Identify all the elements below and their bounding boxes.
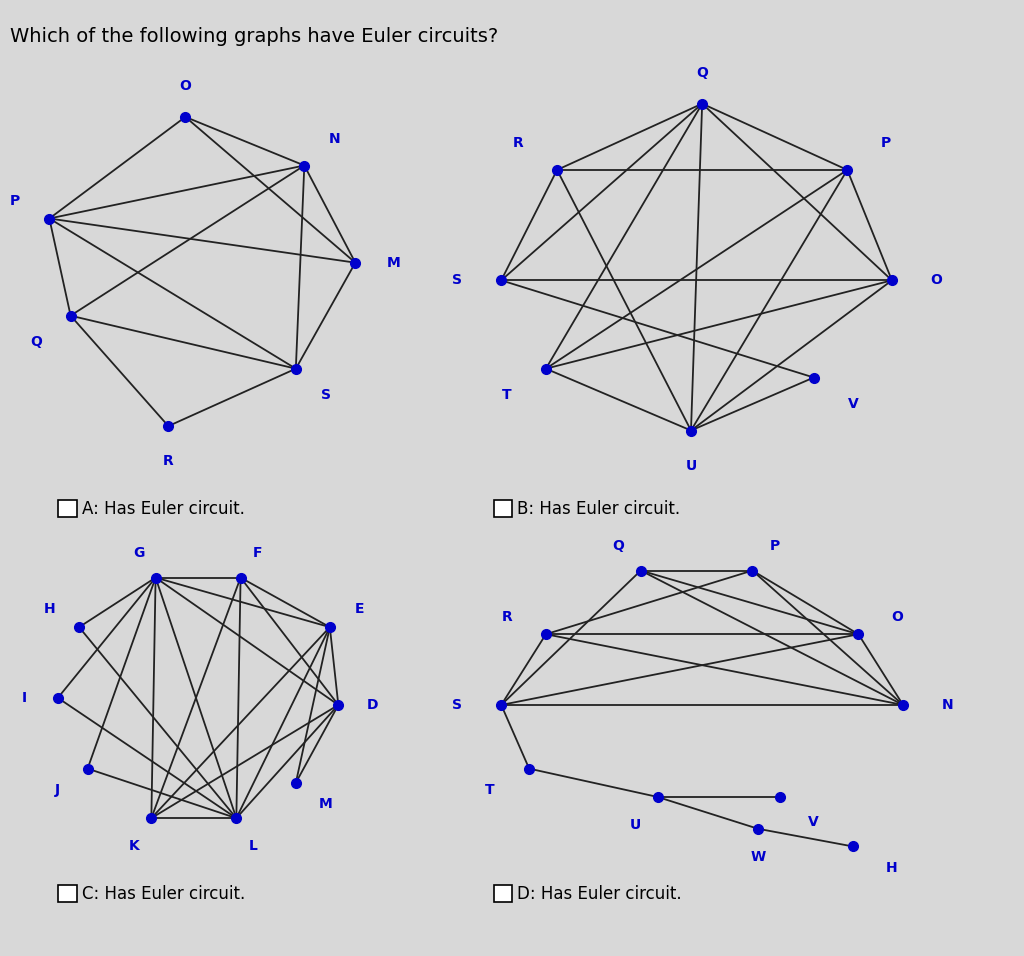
Text: T: T [502, 388, 512, 402]
Text: O: O [931, 273, 942, 288]
Text: W: W [751, 850, 766, 864]
Text: S: S [321, 388, 331, 402]
Text: P: P [10, 194, 20, 207]
Text: E: E [355, 602, 365, 617]
Text: I: I [22, 691, 27, 705]
Text: V: V [808, 815, 819, 829]
Text: U: U [630, 818, 641, 833]
Text: M: M [318, 797, 333, 811]
Text: C: Has Euler circuit.: C: Has Euler circuit. [82, 885, 245, 902]
Text: O: O [892, 610, 903, 623]
Text: R: R [513, 137, 523, 150]
Text: U: U [685, 459, 696, 473]
Text: N: N [329, 132, 340, 146]
Text: N: N [942, 698, 953, 712]
Text: S: S [452, 273, 462, 288]
Text: Q: Q [31, 336, 43, 349]
Text: Which of the following graphs have Euler circuits?: Which of the following graphs have Euler… [10, 27, 499, 46]
Text: T: T [485, 783, 495, 797]
Text: Q: Q [612, 539, 625, 553]
Text: J: J [55, 783, 60, 797]
Text: M: M [387, 255, 400, 270]
Text: H: H [886, 860, 898, 875]
Text: D: Has Euler circuit.: D: Has Euler circuit. [517, 885, 682, 902]
Text: B: Has Euler circuit.: B: Has Euler circuit. [517, 500, 680, 517]
Text: R: R [163, 454, 174, 468]
Text: D: D [367, 698, 378, 712]
Text: P: P [770, 539, 780, 553]
Text: R: R [502, 610, 512, 623]
Text: F: F [253, 546, 262, 560]
Text: V: V [848, 397, 858, 411]
Text: G: G [133, 546, 144, 560]
Text: K: K [129, 839, 139, 854]
Text: L: L [249, 839, 258, 854]
Text: Q: Q [696, 66, 708, 79]
Text: P: P [882, 137, 892, 150]
Text: A: Has Euler circuit.: A: Has Euler circuit. [82, 500, 245, 517]
Text: S: S [452, 698, 462, 712]
Text: O: O [179, 79, 191, 93]
Text: H: H [44, 602, 55, 617]
